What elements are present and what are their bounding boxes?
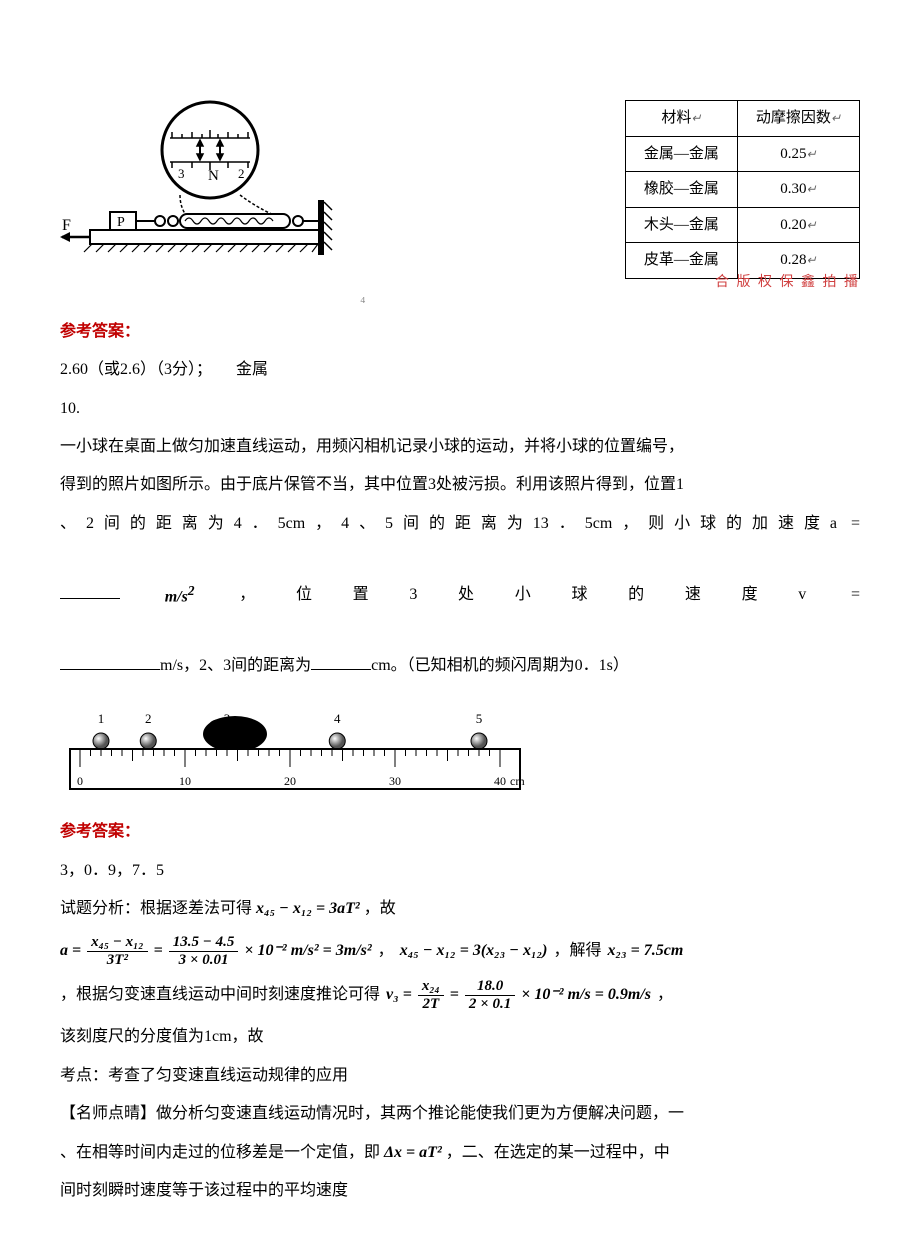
q10-line4b: cm。（已知相机的频闪周期为0．1s）	[371, 657, 629, 674]
q10-line2b-eq: =	[851, 515, 860, 532]
blank-v	[60, 651, 160, 670]
eq-line-3: ，根据匀变速直线运动中间时刻速度推论可得 v₃ = x₂₄2T = 18.02 …	[60, 978, 860, 1012]
mid-text: ，根据匀变速直线运动中间时刻速度推论可得	[60, 980, 380, 1010]
svg-text:20: 20	[284, 774, 296, 788]
label-2: 2	[238, 166, 245, 181]
dianping-3: 间时刻瞬时速度等于该过程中的平均速度	[60, 1176, 860, 1206]
label-P: P	[117, 215, 125, 230]
dianping-1: 【名师点晴】做分析匀变速直线运动情况时，其两个推论能使我们更为方便解决问题，一	[60, 1099, 860, 1129]
answer-1-text: 2.60（或2.6）（3分）； 金属	[60, 355, 860, 385]
scale-text: 该刻度尺的分度值为1cm，故	[60, 1022, 860, 1052]
dianping2-eq: Δx = aT²	[384, 1144, 442, 1161]
th-sym-0: ↵	[691, 111, 701, 125]
answer-label-2: 参考答案：	[60, 817, 860, 847]
q10-line3b: =	[851, 586, 860, 603]
eq2-lhs-den: 3T²	[87, 952, 148, 969]
spring-scale-diagram: 3 N 2 P	[60, 100, 340, 260]
eq2-mid-den: 3 × 0.01	[169, 952, 239, 969]
blank-d	[311, 651, 371, 670]
ruler-diagram: 12345 010203040 cm	[60, 699, 540, 799]
q10-line1: 一小球在桌面上做匀加速直线运动，用频闪相机记录小球的运动，并将小球的位置编号，	[60, 432, 860, 462]
eq4-v3: v₃ =	[386, 980, 412, 1010]
svg-text:1: 1	[98, 711, 105, 726]
eq-line-2: a = x₄₅ − x₁₂3T² = 13.5 − 4.53 × 0.01 × …	[60, 934, 860, 968]
cell-1-0: 橡胶—金属	[625, 172, 737, 208]
svg-text:0: 0	[77, 774, 83, 788]
label-N: N	[208, 168, 219, 184]
svg-text:10: 10	[179, 774, 191, 788]
dianping2-pre: 、在相等时间内走过的位移差是一个定值，即	[60, 1144, 384, 1161]
eq3-tail-pre: ，解得	[553, 936, 601, 966]
q10-line2b: 、2间的距离为4．5cm，4、5间的距离为13．5cm，则小球的加速度a =	[60, 509, 860, 570]
cell-3-1: 0.28	[780, 252, 806, 268]
cell-2-0: 木头—金属	[625, 207, 737, 243]
svg-text:5: 5	[476, 711, 483, 726]
q10-line4a: m/s，2、3间的距离为	[160, 657, 311, 674]
eq2-lhs-num: x₄₅ − x₁₂	[87, 934, 148, 952]
dianping2-post: ，二、在选定的某一过程中，中	[446, 1144, 670, 1161]
cell-0-0: 金属—金属	[625, 136, 737, 172]
q10-line3a: ，位置3处小球的速度v	[239, 586, 806, 603]
dianping-2: 、在相等时间内走过的位移差是一个定值，即 Δx = aT² ，二、在选定的某一过…	[60, 1138, 860, 1168]
answer-2-text: 3，0．9，7．5	[60, 856, 860, 886]
svg-text:2: 2	[145, 711, 152, 726]
q10-line2b-pre: 、2间的距离为4．5cm，4、5间的距离为13．5cm，则小球的加速度a	[60, 515, 837, 532]
cell-2-1: 0.20	[780, 217, 806, 233]
top-section: 3 N 2 P	[60, 100, 860, 279]
friction-table: 材料↵ 动摩擦因数↵ 金属—金属0.25↵ 橡胶—金属0.30↵ 木头—金属0.…	[625, 100, 860, 279]
eq3-tail: x₂₃ = 7.5cm	[608, 936, 684, 966]
q10-line2a: 得到的照片如图所示。由于底片保管不当，其中位置3处被污损。利用该照片得到，位置1	[60, 470, 860, 500]
q10-line3: m/s2 ，位置3处小球的速度v =	[60, 578, 860, 643]
eq4-tail: × 10⁻² m/s = 0.9m/s	[521, 980, 651, 1010]
th-sym-1: ↵	[831, 111, 841, 125]
unit-ms2: m/s2	[165, 578, 195, 613]
eq4-den1: 2T	[418, 996, 444, 1013]
ruler-unit: cm	[510, 774, 525, 788]
analysis-line1: 试题分析：根据逐差法可得 x₄₅ − x₁₂ = 3aT² ，故	[60, 894, 860, 924]
eq2-tail: × 10⁻² m/s² = 3m/s²	[244, 936, 371, 966]
analysis-post: ，故	[364, 900, 396, 917]
th-material: 材料	[661, 110, 691, 126]
svg-text:30: 30	[389, 774, 401, 788]
eq2-mid-num: 13.5 − 4.5	[169, 934, 239, 952]
eq4-den2: 2 × 0.1	[465, 996, 515, 1013]
eq4-num1: x₂₄	[418, 978, 444, 996]
answer-label-1: 参考答案：	[60, 317, 860, 347]
th-coeff: 动摩擦因数	[756, 110, 831, 126]
q10-line4: m/s，2、3间的距离为 cm。（已知相机的频闪周期为0．1s）	[60, 651, 860, 682]
eq1: x₄₅ − x₁₂ = 3aT²	[256, 900, 360, 917]
q10-number: 10.	[60, 394, 860, 424]
blank-a	[60, 579, 120, 598]
analysis-pre: 试题分析：根据逐差法可得	[60, 900, 256, 917]
watermark-text: 合 版 权 保 鑫 拍 播	[715, 270, 860, 297]
kaodian: 考点：考查了匀变速直线运动规律的应用	[60, 1061, 860, 1091]
svg-text:40: 40	[494, 774, 506, 788]
label-F: F	[62, 217, 71, 234]
cell-1-1: 0.30	[780, 181, 806, 197]
cell-0-1: 0.25	[780, 146, 806, 162]
friction-table-wrap: 材料↵ 动摩擦因数↵ 金属—金属0.25↵ 橡胶—金属0.30↵ 木头—金属0.…	[625, 100, 860, 279]
svg-text:4: 4	[334, 711, 341, 726]
label-3: 3	[178, 166, 185, 181]
eq3: x₄₅ − x₁₂ = 3(x₂₃ − x₁₂)	[400, 936, 548, 966]
eq4-num2: 18.0	[465, 978, 515, 996]
